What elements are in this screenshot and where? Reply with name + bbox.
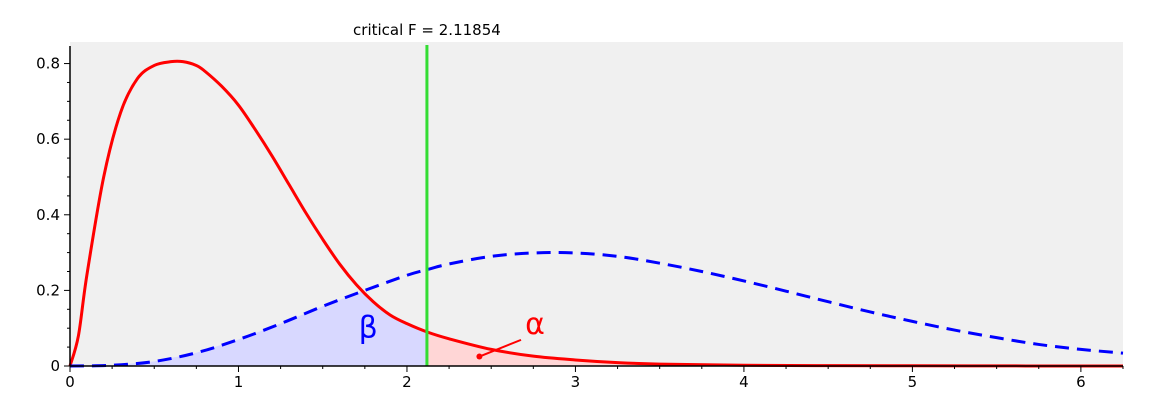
plot-background: [70, 42, 1123, 366]
y-tick-label: 0.4: [36, 206, 60, 224]
critical-value-label: critical F = 2.11854: [353, 21, 501, 39]
y-tick-label: 0.8: [36, 55, 60, 73]
y-tick-label: 0.2: [36, 281, 60, 299]
y-tick-label: 0: [50, 357, 60, 375]
alpha-pointer-line: [479, 338, 522, 358]
alpha-region-fill: [426, 331, 1123, 366]
null-distribution-curve: [68, 59, 1124, 368]
y-axis: 0 0.2 0.4 0.6 0.8: [36, 46, 71, 375]
x-tick-label: 5: [908, 373, 918, 391]
alpha-pointer-dot: [476, 353, 483, 360]
x-axis: 0 1 2 3 4 5 6: [65, 365, 1124, 391]
x-tick-label: 3: [571, 373, 581, 391]
x-tick-label: 0: [65, 373, 75, 391]
x-tick-label: 1: [234, 373, 244, 391]
x-tick-label: 4: [739, 373, 749, 391]
x-tick-label: 6: [1076, 373, 1086, 391]
x-tick-label: 2: [402, 373, 412, 391]
alternative-distribution-curve: [69, 251, 1124, 368]
alpha-label: α: [525, 307, 545, 342]
y-tick-label: 0.6: [36, 130, 60, 148]
beta-label: β: [359, 311, 378, 346]
beta-region-fill: [70, 291, 427, 366]
